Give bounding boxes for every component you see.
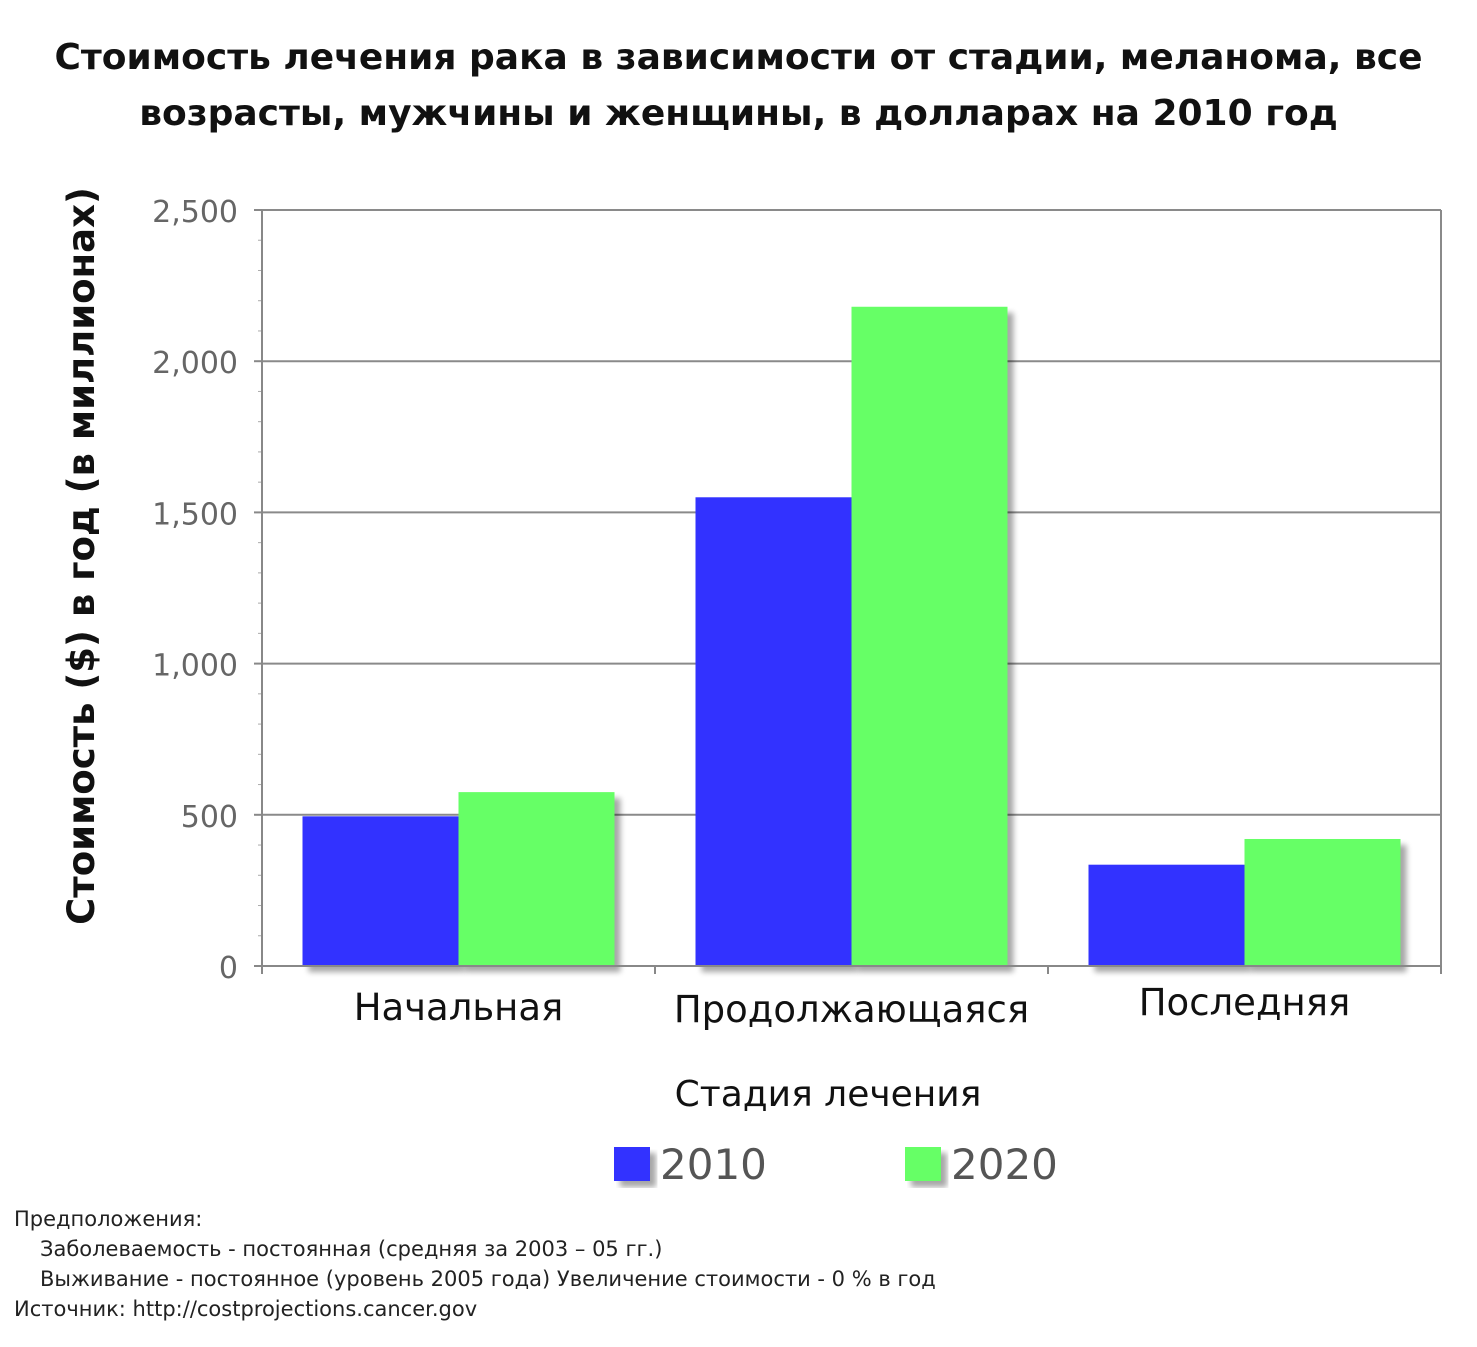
axis-labels: 0 500 1,000 1,500 2,000 2,500 Начальная Продолж… [60, 187, 1350, 1115]
bar-2020-0 [458, 792, 615, 966]
axes [254, 209, 1442, 974]
y-tick-label: 1,000 [152, 649, 238, 684]
y-tick-label: 1,500 [152, 497, 238, 532]
bars [302, 306, 1401, 966]
bar-2020-2 [1244, 838, 1401, 966]
y-tick-label: 2,000 [152, 346, 238, 381]
bar-2010-0 [302, 816, 459, 966]
bar-2020-1 [851, 306, 1008, 966]
legend: 2010 2020 [614, 1140, 1058, 1189]
assumptions-notes: Предположения: Заболеваемость - постоянн… [14, 1204, 936, 1324]
x-tick-label: Начальная [354, 986, 564, 1029]
chart-title: Стоимость лечения рака в зависимости от … [0, 30, 1477, 142]
notes-line-2: Выживание - постоянное (уровень 2005 год… [40, 1267, 936, 1291]
notes-source: Источник: http://costprojections.cancer.… [14, 1297, 478, 1321]
chart-title-line-2: возрасты, мужчины и женщины, в долларах … [139, 93, 1338, 134]
y-axis-title: Стоимость ($) в год (в миллионах) [60, 187, 103, 925]
bar-2010-2 [1088, 864, 1245, 966]
x-tick-label: Последняя [1139, 981, 1351, 1024]
x-tick-label: Продолжающаяся [674, 988, 1029, 1031]
legend-swatch-2020 [905, 1147, 941, 1181]
chart-title-line-1: Стоимость лечения рака в зависимости от … [54, 37, 1423, 78]
y-tick-label: 0 [219, 951, 238, 986]
x-axis-title: Стадия лечения [675, 1074, 982, 1115]
notes-heading: Предположения: [14, 1207, 203, 1231]
bar-chart: 0 500 1,000 1,500 2,000 2,500 Начальная Продолж… [60, 187, 1442, 1189]
bar-2010-1 [695, 497, 852, 966]
legend-swatch-2010 [614, 1147, 650, 1181]
y-tick-label: 500 [181, 800, 238, 835]
legend-label-2020: 2020 [951, 1140, 1058, 1189]
notes-line-1: Заболеваемость - постоянная (средняя за … [40, 1237, 663, 1261]
legend-label-2010: 2010 [660, 1140, 767, 1189]
y-tick-label: 2,500 [152, 195, 238, 230]
